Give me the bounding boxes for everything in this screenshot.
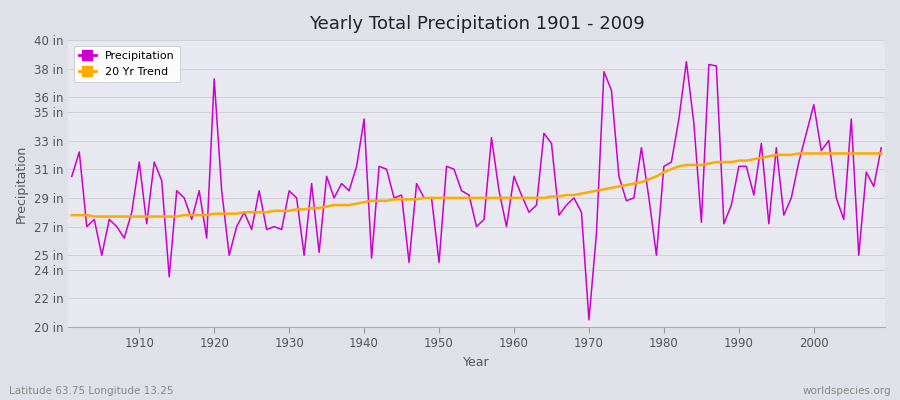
Legend: Precipitation, 20 Yr Trend: Precipitation, 20 Yr Trend	[74, 46, 180, 82]
Text: worldspecies.org: worldspecies.org	[803, 386, 891, 396]
Y-axis label: Precipitation: Precipitation	[15, 144, 28, 223]
X-axis label: Year: Year	[464, 356, 490, 369]
Text: Latitude 63.75 Longitude 13.25: Latitude 63.75 Longitude 13.25	[9, 386, 174, 396]
Title: Yearly Total Precipitation 1901 - 2009: Yearly Total Precipitation 1901 - 2009	[309, 15, 644, 33]
